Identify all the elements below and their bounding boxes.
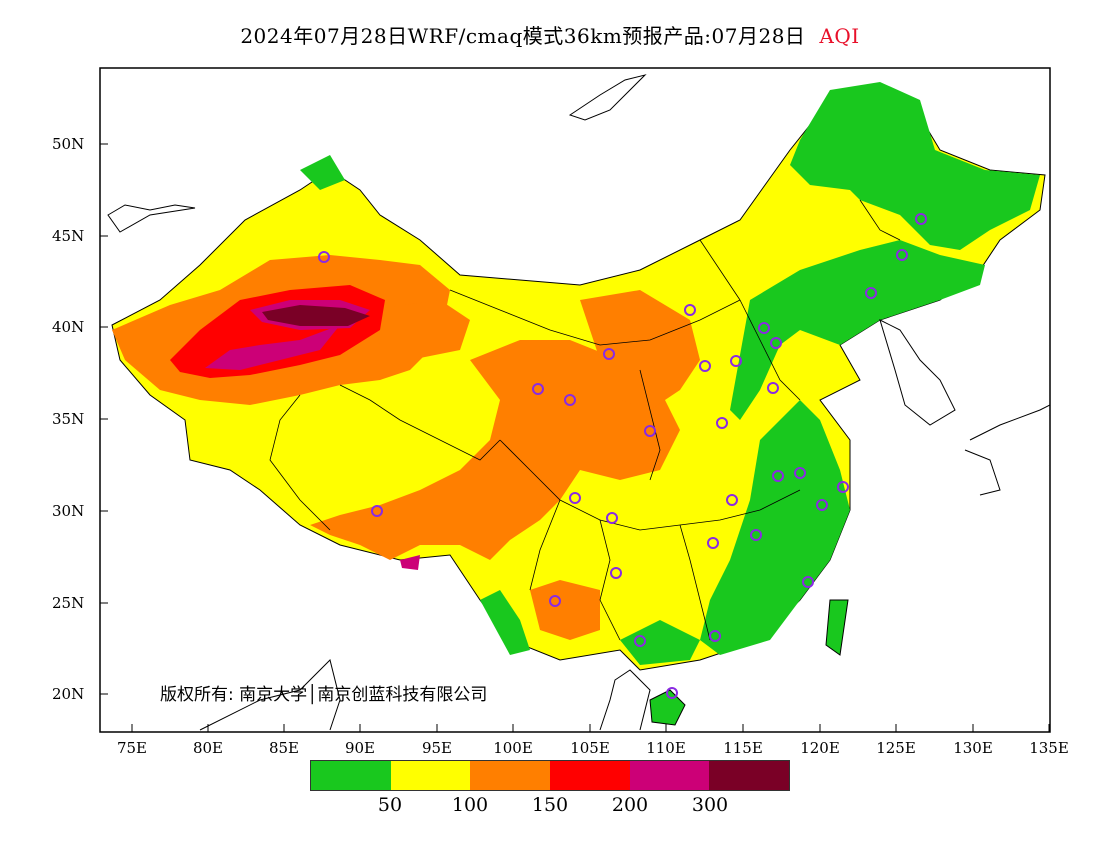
lon-label: 120E: [800, 739, 840, 757]
coastline-sakhalin: [568, 74, 647, 121]
lat-label: 30N: [52, 502, 85, 520]
legend-label: 200: [611, 794, 649, 816]
color-legend: [310, 760, 790, 791]
region-green-north: [730, 240, 985, 420]
lat-label: 50N: [52, 135, 85, 153]
lat-label: 35N: [52, 410, 85, 428]
region-green-northeast: [790, 82, 1040, 250]
region-orange-southwest: [530, 580, 600, 640]
title-main: 2024年07月28日WRF/cmaq模式36km预报产品:07月28日: [240, 24, 806, 48]
region-green-northwest: [300, 155, 345, 190]
legend-label: 150: [531, 794, 569, 816]
lat-label: 40N: [52, 318, 85, 336]
coastline-indochina: [599, 669, 651, 731]
lon-label: 105E: [570, 739, 610, 757]
legend-label: 100: [451, 794, 489, 816]
region-orange-west-qinghai: [370, 300, 470, 360]
coastline-caspian: [107, 204, 196, 233]
region-green-southwest: [480, 590, 530, 655]
lon-label: 80E: [192, 739, 224, 757]
region-green-taiwan: [825, 599, 849, 656]
lon-label: 75E: [116, 739, 148, 757]
coastline-japan: [964, 404, 1050, 496]
lat-label: 20N: [52, 685, 85, 703]
region-purple: [205, 325, 340, 370]
lon-label: 115E: [723, 739, 763, 757]
lon-label: 125E: [876, 739, 916, 757]
legend-swatch: [311, 761, 391, 790]
legend-swatch: [709, 761, 790, 790]
region-green-south: [620, 620, 700, 665]
lon-label: 110E: [646, 739, 686, 757]
legend-swatch: [390, 761, 471, 790]
lon-label: 90E: [344, 739, 376, 757]
legend-swatch: [470, 761, 551, 790]
axis-ticks: [100, 143, 1050, 732]
title-variable: AQI: [819, 24, 860, 48]
lon-label: 85E: [268, 739, 300, 757]
lat-label: 25N: [52, 594, 85, 612]
legend-swatch: [629, 761, 710, 790]
lon-label: 130E: [953, 739, 993, 757]
legend-swatch: [550, 761, 630, 790]
region-red-south: [400, 555, 420, 570]
region-orange-central: [310, 340, 680, 560]
copyright-text: 版权所有: 南京大学│南京创蓝科技有限公司: [160, 685, 488, 705]
province-borders: [269, 199, 901, 641]
lon-label: 135E: [1029, 739, 1069, 757]
station-markers: [318, 213, 927, 699]
region-orange-loess: [580, 290, 700, 410]
lon-label: 95E: [421, 739, 453, 757]
map-frame: [99, 67, 1051, 733]
coastline-india: [199, 659, 341, 731]
coastline-korea: [879, 319, 956, 426]
legend-label: 50: [377, 794, 403, 816]
lat-label: 45N: [52, 227, 85, 245]
region-green-east: [700, 400, 850, 655]
map-title: 2024年07月28日WRF/cmaq模式36km预报产品:07月28日 AQI: [0, 20, 1100, 49]
legend-label: 300: [691, 794, 729, 816]
region-maroon: [262, 305, 370, 326]
lon-label: 100E: [493, 739, 533, 757]
